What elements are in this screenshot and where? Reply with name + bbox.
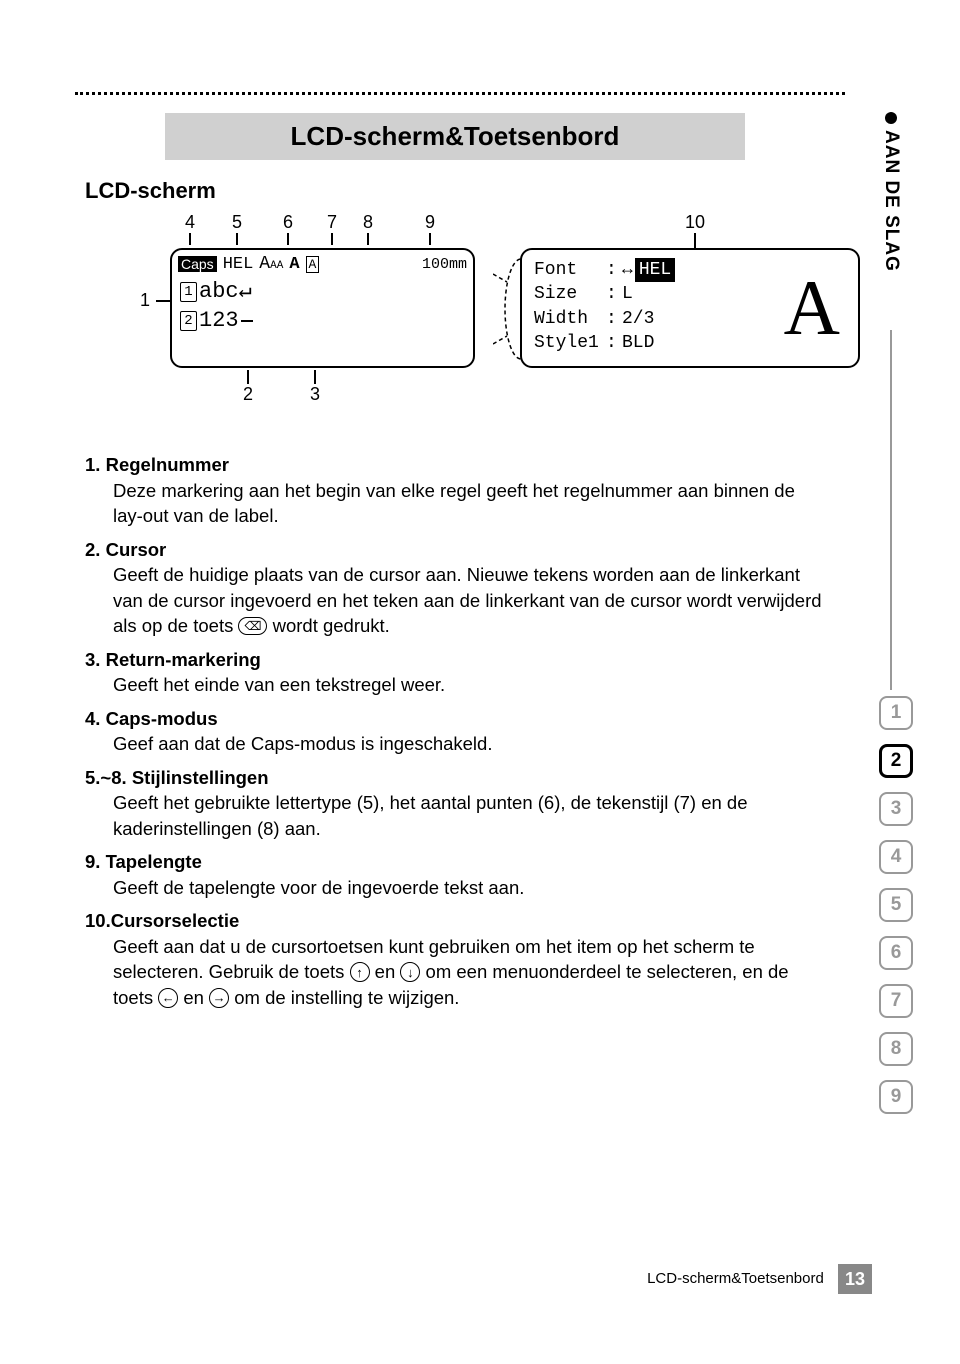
line-text: 123 — [199, 307, 239, 336]
section-title: LCD-scherm&Toetsenbord — [165, 113, 745, 160]
backspace-key-icon: ⌫ — [238, 617, 267, 635]
callout-num: 3 — [310, 384, 320, 404]
left-key-icon: ← — [158, 988, 178, 1008]
right-key-icon: → — [209, 988, 229, 1008]
list-item: 5.~8. Stijlinstellingen Geeft het gebrui… — [85, 765, 825, 842]
menu-label: Width — [534, 307, 606, 331]
line-text: abc — [199, 278, 239, 307]
chapter-nav-item[interactable]: 6 — [879, 936, 913, 970]
callout-num: 10 — [685, 212, 705, 232]
lcd-screen-right: Font : ↔ HEL Size : L Width : 2/3 Style1 — [520, 248, 860, 368]
list-item: 3. Return-markering Geeft het einde van … — [85, 647, 825, 698]
chapter-nav-item[interactable]: 5 — [879, 888, 913, 922]
chapter-nav-item[interactable]: 7 — [879, 984, 913, 1018]
lcd-screen-left: Caps HEL AAA A A 100mm 1 abc ↵ 2 123 — [170, 248, 475, 368]
chapter-tab: AAN DE SLAG — [880, 112, 902, 272]
callout-num: 6 — [283, 212, 293, 232]
menu-value: 2/3 — [622, 307, 654, 331]
callout-num: 8 — [363, 212, 373, 232]
chapter-nav-item[interactable]: 9 — [879, 1080, 913, 1114]
menu-label: Size — [534, 282, 606, 306]
chapter-nav-item[interactable]: 3 — [879, 792, 913, 826]
menu-value: L — [622, 282, 633, 306]
chapter-nav: 1 2 3 4 5 6 7 8 9 — [879, 690, 913, 1120]
description-list: 1. Regelnummer Deze markering aan het be… — [85, 452, 825, 1010]
return-mark-icon: ↵ — [239, 278, 252, 307]
callout-num: 9 — [425, 212, 435, 232]
callout-num: 7 — [327, 212, 337, 232]
preview-letter: A — [784, 263, 846, 353]
cursor-mark — [241, 320, 253, 322]
line-number: 2 — [180, 311, 197, 331]
callout-num: 2 — [243, 384, 253, 404]
menu-value: HEL — [635, 258, 675, 282]
menu-value: BLD — [622, 331, 654, 355]
line-number: 1 — [180, 282, 197, 302]
caps-indicator: Caps — [178, 256, 217, 272]
arrows-icon: ↔ — [622, 258, 633, 282]
chapter-nav-item[interactable]: 8 — [879, 1032, 913, 1066]
chapter-nav-item[interactable]: 2 — [879, 744, 913, 778]
list-item: 2. Cursor Geeft de huidige plaats van de… — [85, 537, 825, 639]
dotted-divider — [75, 92, 845, 95]
list-item: 1. Regelnummer Deze markering aan het be… — [85, 452, 825, 529]
frame-icon: A — [306, 256, 320, 273]
length-indicator: 100mm — [422, 256, 467, 273]
section-subtitle: LCD-scherm — [85, 178, 825, 204]
chapter-nav-item[interactable]: 1 — [879, 696, 913, 730]
lcd-diagram: 4 5 6 7 8 9 1 Caps HEL AAA A A 100mm 1 a… — [85, 212, 825, 442]
callout-num: 4 — [185, 212, 195, 232]
down-key-icon: ↓ — [400, 962, 420, 982]
font-indicator: HEL — [223, 255, 254, 274]
menu-label: Font — [534, 258, 606, 282]
bullet-icon — [885, 112, 897, 124]
footer-title: LCD-scherm&Toetsenbord — [647, 1270, 824, 1287]
page-number: 13 — [838, 1264, 872, 1294]
callout-num: 5 — [232, 212, 242, 232]
bold-icon: A — [289, 255, 299, 274]
callout-num: 1 — [140, 290, 174, 311]
size-icon: AAA — [259, 254, 283, 274]
list-item: 4. Caps-modus Geef aan dat de Caps-modus… — [85, 706, 825, 757]
list-item: 10.Cursorselectie Geeft aan dat u de cur… — [85, 908, 825, 1010]
up-key-icon: ↑ — [350, 962, 370, 982]
menu-label: Style1 — [534, 331, 606, 355]
chapter-nav-item[interactable]: 4 — [879, 840, 913, 874]
page-footer: LCD-scherm&Toetsenbord 13 — [0, 1264, 960, 1294]
list-item: 9. Tapelengte Geeft de tapelengte voor d… — [85, 849, 825, 900]
